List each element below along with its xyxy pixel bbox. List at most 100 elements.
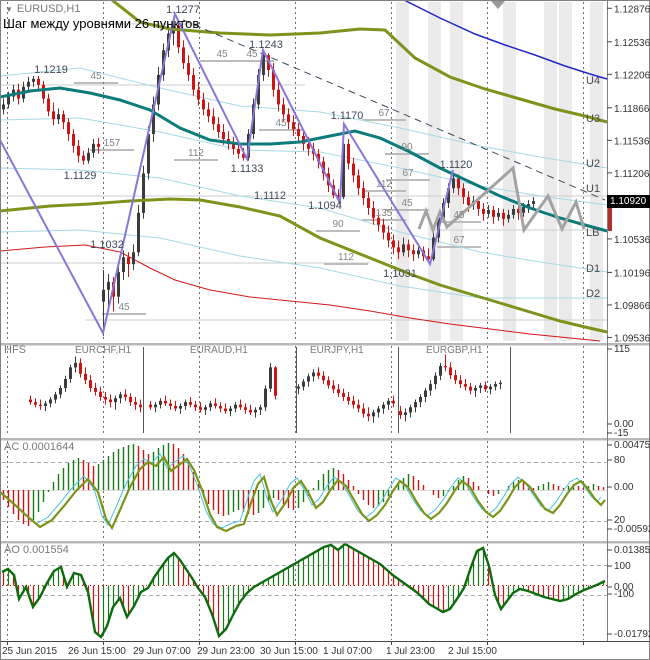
mini-candle-body <box>377 408 380 413</box>
mini-candle-body <box>489 386 492 390</box>
mini-candle-body <box>229 408 232 412</box>
band-level-label: D1 <box>586 263 600 275</box>
candle-body <box>367 198 370 208</box>
mini-candle-body <box>34 402 37 405</box>
symbol-dropdown-icon[interactable]: ▼ <box>5 5 13 14</box>
candle-body <box>522 206 525 213</box>
candle-body <box>87 152 90 161</box>
candle-body <box>392 240 395 248</box>
candle-body <box>212 116 215 125</box>
candle-body <box>52 111 55 120</box>
mini-candle-body <box>302 381 305 387</box>
session-stripe <box>544 2 557 341</box>
band-level-label: U4 <box>586 75 600 87</box>
mini-candle-body <box>244 407 247 410</box>
mini-candle-body <box>179 405 182 409</box>
swing-price-label: 1.1133 <box>231 163 264 175</box>
mini-candle-body <box>64 378 67 388</box>
price-axis-label: 1.12206 <box>614 70 650 81</box>
pale-level-line <box>0 117 608 206</box>
panel-splitter[interactable] <box>0 343 650 346</box>
candle-body <box>347 143 350 164</box>
candle-body <box>452 178 455 189</box>
mini-candle-body <box>484 385 487 390</box>
pale-level-line <box>0 167 608 273</box>
candle-body <box>257 74 260 105</box>
candle-body <box>92 143 95 153</box>
step-value-label: 157 <box>104 138 121 149</box>
mini-candle-body <box>59 387 62 395</box>
mini-candle-body <box>382 404 385 409</box>
swing-price-label: 1.1094 <box>308 200 342 212</box>
candle-body <box>457 178 460 189</box>
multi-symbol-panel[interactable] <box>2 346 607 436</box>
chart-title[interactable]: EURUSD,H1 <box>16 3 81 15</box>
candle-body <box>137 212 140 253</box>
mini-candle-body <box>347 396 350 401</box>
step-value-label: 90 <box>401 142 413 153</box>
red-ma-line <box>0 244 601 342</box>
candle-body <box>317 153 320 162</box>
mini-candle-body <box>327 380 330 386</box>
mini-candle-body <box>429 384 432 391</box>
candle-body <box>502 212 505 219</box>
indicator-axis-label: 0.00 <box>614 582 634 593</box>
mini-candle-body <box>74 362 77 368</box>
mini-candle-body <box>312 372 315 377</box>
candle-body <box>362 188 365 199</box>
swing-price-label: 1.1120 <box>440 159 473 171</box>
candle-body <box>467 197 470 205</box>
candle-body <box>337 195 340 198</box>
mini-candle-body <box>129 396 132 403</box>
candle-body <box>277 89 280 105</box>
session-stripe <box>559 2 572 341</box>
teal-mid-band <box>0 86 608 233</box>
price-axis-label: 1.12876 <box>614 4 650 15</box>
candle-body <box>297 129 300 137</box>
candle-body <box>387 232 390 241</box>
mini-candle-body <box>54 394 57 400</box>
session-stripe <box>590 2 603 341</box>
price-axis-label: 1.10536 <box>614 235 650 246</box>
candle-body <box>27 81 30 87</box>
mini-candle-body <box>459 380 462 385</box>
step-value-label: 45 <box>401 198 413 209</box>
candle-body <box>382 224 385 233</box>
step-value-label: 112 <box>338 252 354 263</box>
candle-body <box>532 201 535 205</box>
indicator-axis-label: 100 <box>614 561 631 572</box>
candle-body <box>237 148 240 154</box>
mini-candle-body <box>29 399 32 403</box>
candle-body <box>77 145 80 156</box>
candle-body <box>117 272 120 297</box>
price-axis-label: 1.12536 <box>614 38 650 49</box>
price-axis-label: 1.11536 <box>614 136 650 147</box>
mini-candle-body <box>307 376 310 382</box>
candle-body <box>62 114 65 123</box>
candle-body <box>417 250 420 255</box>
candle-body <box>447 188 450 204</box>
mini-candle-body <box>89 380 92 388</box>
candle-body <box>127 257 130 265</box>
step-value-label: 112 <box>188 148 204 159</box>
candle-body <box>2 104 5 110</box>
panel-splitter[interactable] <box>0 438 650 441</box>
mini-candle-body <box>119 394 122 399</box>
step-value-label: 45 <box>118 302 130 313</box>
indicator-axis-label: 20 <box>614 515 626 526</box>
mini-candle-body <box>419 396 422 403</box>
scroll-end-marker-icon[interactable] <box>491 1 505 9</box>
mini-candle-body <box>149 404 152 408</box>
candle-body <box>352 163 355 176</box>
panel-splitter[interactable] <box>0 541 650 544</box>
candle-body <box>192 74 195 90</box>
candle-body <box>222 132 225 139</box>
candle-body <box>57 114 60 120</box>
candle-body <box>282 104 285 115</box>
session-stripe <box>396 2 409 341</box>
step-value-label: 67 <box>402 168 414 179</box>
candle-body <box>202 99 205 110</box>
mini-candle-body <box>194 404 197 408</box>
indicator-axis-label: 0.004757 <box>614 440 650 451</box>
